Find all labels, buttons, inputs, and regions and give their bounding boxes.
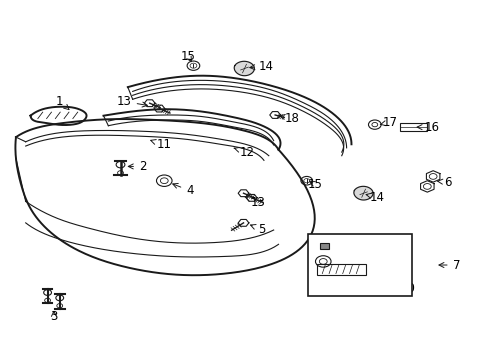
Polygon shape	[234, 61, 254, 76]
Text: 3: 3	[50, 310, 58, 323]
Text: 14: 14	[249, 60, 274, 73]
Text: 11: 11	[150, 139, 172, 152]
Text: 1: 1	[56, 95, 69, 109]
Polygon shape	[353, 186, 372, 200]
Text: 7: 7	[438, 258, 459, 271]
Text: 16: 16	[416, 121, 439, 134]
Text: 15: 15	[307, 178, 322, 191]
Text: 6: 6	[437, 176, 450, 189]
Text: 13: 13	[117, 95, 147, 108]
Text: 10: 10	[354, 282, 415, 295]
Bar	[307, 234, 411, 296]
Text: 4: 4	[172, 184, 193, 197]
Text: 13: 13	[244, 195, 264, 209]
Text: 15: 15	[181, 50, 196, 63]
Text: 17: 17	[380, 116, 397, 129]
Text: 9: 9	[341, 235, 407, 248]
Text: 5: 5	[250, 223, 264, 236]
Bar	[320, 243, 328, 249]
Bar	[317, 264, 366, 275]
Text: 12: 12	[234, 146, 254, 159]
Bar	[399, 123, 426, 131]
Text: 2: 2	[128, 160, 146, 173]
Text: 8: 8	[340, 256, 407, 269]
Text: 18: 18	[278, 112, 299, 125]
Text: 14: 14	[366, 191, 384, 204]
